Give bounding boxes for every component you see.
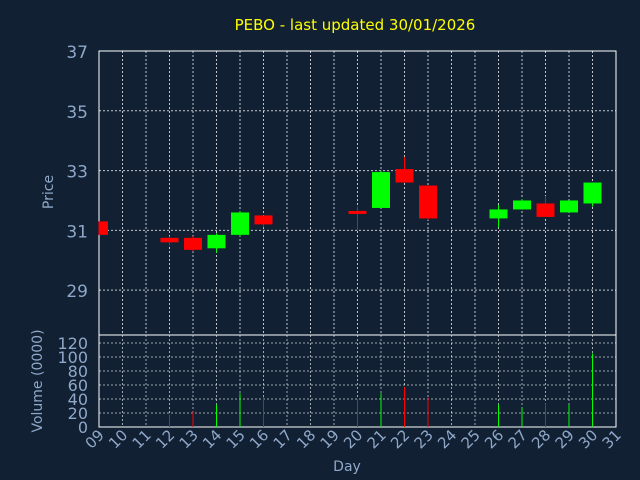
chart-title: PEBO - last updated 30/01/2026	[235, 16, 476, 34]
volume-tick-label: 60	[68, 376, 88, 395]
x-tick-label: 22	[387, 426, 413, 452]
candle-body	[489, 209, 508, 219]
candle-body	[99, 221, 108, 235]
candle-body	[583, 182, 602, 204]
x-tick-label: 18	[293, 426, 319, 452]
x-tick-label: 11	[129, 426, 155, 452]
candle-body	[513, 200, 531, 210]
volume-tick-label: 80	[68, 362, 88, 381]
x-tick-label: 10	[105, 426, 131, 452]
price-tick-label: 35	[66, 103, 88, 123]
candle-body	[207, 234, 226, 249]
volume-panel: 0910111213141516171819202122232425262728…	[57, 334, 624, 452]
candle-body	[254, 215, 273, 225]
x-tick-label: 27	[505, 426, 531, 452]
price-tick-label: 31	[66, 222, 88, 242]
price-tick-label: 29	[66, 282, 88, 302]
x-tick-label: 26	[481, 426, 507, 452]
volume-tick-label: 120	[57, 334, 88, 353]
candle-body	[395, 169, 414, 183]
candle-body	[560, 200, 578, 213]
price-tick-label: 33	[66, 163, 88, 183]
x-tick-label: 30	[575, 426, 601, 452]
x-tick-label: 23	[411, 426, 437, 452]
candle-body	[348, 210, 367, 214]
volume-tick-label: 20	[68, 404, 88, 423]
price-tick-label: 37	[66, 43, 88, 63]
x-tick-label: 21	[364, 426, 390, 452]
volume-tick-label: 0	[78, 418, 88, 437]
x-tick-label: 12	[152, 426, 178, 452]
x-tick-label: 14	[199, 426, 225, 452]
x-tick-label: 17	[270, 426, 296, 452]
x-tick-label: 31	[599, 426, 625, 452]
x-tick-label: 15	[223, 426, 249, 452]
x-tick-label: 25	[458, 426, 484, 452]
price-axis-label: Price	[41, 175, 57, 209]
x-tick-label: 16	[246, 426, 272, 452]
volume-tick-label: 40	[68, 390, 88, 409]
x-tick-label: 29	[552, 426, 578, 452]
x-tick-label: 19	[317, 426, 343, 452]
volume-axis-label: Volume (0000)	[30, 329, 46, 432]
x-tick-label: 28	[528, 426, 554, 452]
x-axis-label: Day	[333, 459, 361, 475]
price-panel: 29 31 33 35 37	[66, 43, 617, 336]
x-tick-label: 13	[176, 426, 202, 452]
candle-body	[536, 203, 555, 217]
candle-body	[160, 237, 179, 243]
candle-body	[372, 172, 390, 208]
x-tick-label: 20	[340, 426, 366, 452]
candle-body	[184, 237, 202, 250]
candle-body	[419, 185, 437, 219]
candle-body	[231, 212, 249, 235]
volume-tick-label: 100	[57, 348, 88, 367]
x-tick-label: 24	[434, 426, 460, 452]
